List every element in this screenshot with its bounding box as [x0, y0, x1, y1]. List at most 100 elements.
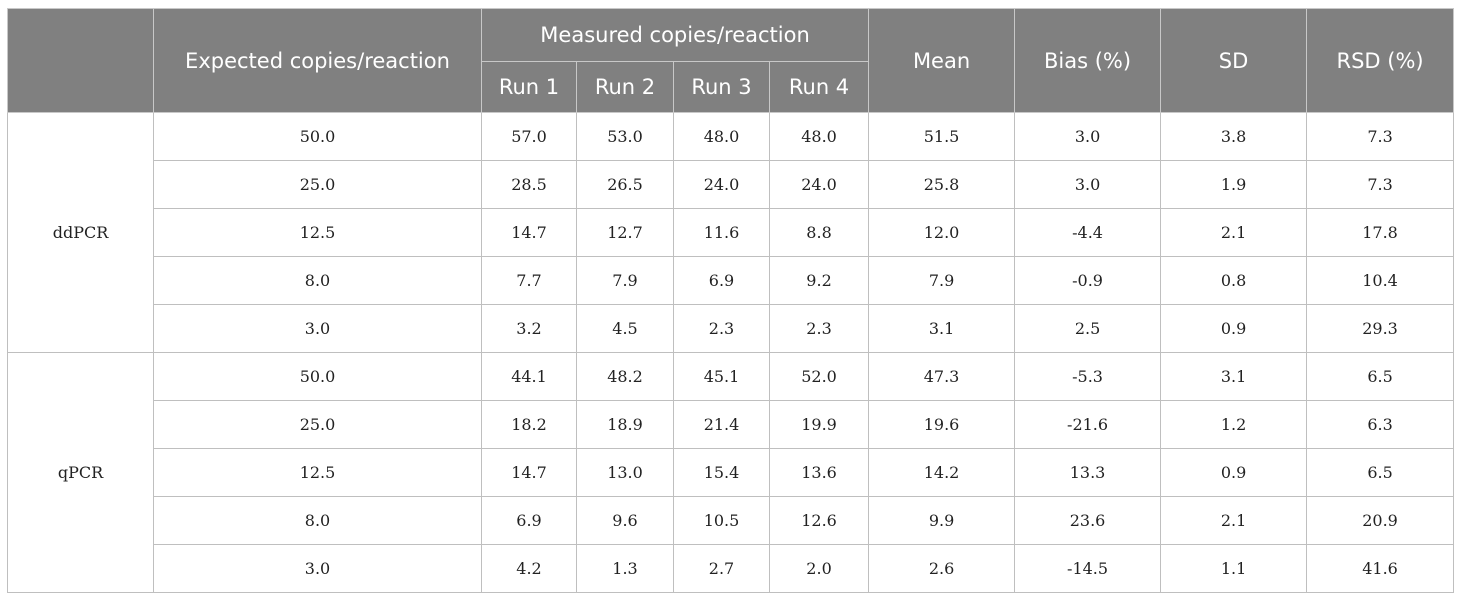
run-4-value: 12.6: [768, 496, 870, 545]
mean-value: 12.0: [868, 208, 1016, 257]
bias-value: -0.9: [1014, 256, 1162, 305]
sd-value: 3.1: [1160, 352, 1308, 401]
run-3-value: 21.4: [673, 400, 770, 449]
mean-value: 9.9: [868, 496, 1016, 545]
bias-value: -14.5: [1014, 544, 1162, 593]
sd-value: 2.1: [1160, 208, 1308, 257]
run-4-value: 48.0: [768, 112, 870, 161]
table-row: 25.0 28.5 26.5 24.0 24.0 25.8 3.0 1.9 7.3: [8, 160, 1455, 209]
run-3-value: 24.0: [673, 160, 770, 209]
bias-value: 2.5: [1014, 304, 1162, 353]
bias-value: 23.6: [1014, 496, 1162, 545]
bias-value: 3.0: [1014, 160, 1162, 209]
method-label: qPCR: [7, 352, 154, 593]
run-1-value: 14.7: [481, 208, 577, 257]
table-row: 25.0 18.2 18.9 21.4 19.9 19.6 -21.6 1.2 6.3: [8, 400, 1455, 449]
run-1-value: 6.9: [481, 496, 577, 545]
header-run-3: Run 3: [673, 61, 770, 113]
table-row: 12.5 14.7 12.7 11.6 8.8 12.0 -4.4 2.1 17.8: [8, 208, 1455, 257]
header-run-2: Run 2: [576, 61, 674, 113]
rsd-value: 20.9: [1306, 496, 1455, 545]
table-header: Expected copies/reaction Measured copies…: [7, 8, 1455, 113]
run-2-value: 26.5: [576, 160, 674, 209]
table-row: 8.0 7.7 7.9 6.9 9.2 7.9 -0.9 0.8 10.4: [8, 256, 1455, 305]
run-4-value: 19.9: [768, 400, 870, 449]
sd-value: 0.9: [1160, 448, 1308, 497]
mean-value: 14.2: [868, 448, 1016, 497]
mean-value: 19.6: [868, 400, 1016, 449]
table-row: 12.5 14.7 13.0 15.4 13.6 14.2 13.3 0.9 6.5: [8, 448, 1455, 497]
rsd-value: 6.5: [1306, 352, 1455, 401]
run-2-value: 7.9: [576, 256, 674, 305]
header-row-runs: Run 1 Run 2 Run 3 Run 4: [8, 61, 1454, 113]
run-2-value: 53.0: [576, 112, 674, 161]
bias-value: -21.6: [1014, 400, 1162, 449]
mean-value: 7.9: [868, 256, 1016, 305]
run-4-value: 9.2: [768, 256, 870, 305]
run-4-value: 52.0: [768, 352, 870, 401]
header-bias: Bias (%): [1014, 8, 1162, 113]
table-row: 8.0 6.9 9.6 10.5 12.6 9.9 23.6 2.1 20.9: [8, 496, 1455, 545]
run-1-value: 14.7: [481, 448, 577, 497]
header-mean: Mean: [868, 8, 1016, 113]
table-row: qPCR 50.0 44.1 48.2 45.1 52.0 47.3 -5.3 3.1 6.5: [7, 352, 1455, 593]
expected-value: 25.0: [153, 160, 482, 209]
sd-value: 0.9: [1160, 304, 1308, 353]
mean-value: 3.1: [868, 304, 1016, 353]
expected-value: 12.5: [153, 448, 482, 497]
expected-value: 50.0: [153, 352, 482, 401]
run-3-value: 11.6: [673, 208, 770, 257]
run-4-value: 2.3: [768, 304, 870, 353]
run-4-value: 2.0: [768, 544, 870, 593]
rsd-value: 10.4: [1306, 256, 1455, 305]
header-run-1: Run 1: [481, 61, 577, 113]
bias-value: -4.4: [1014, 208, 1162, 257]
sd-value: 2.1: [1160, 496, 1308, 545]
sd-value: 0.8: [1160, 256, 1308, 305]
mean-value: 47.3: [868, 352, 1016, 401]
rsd-value: 29.3: [1306, 304, 1455, 353]
run-1-value: 4.2: [481, 544, 577, 593]
header-measured: Measured copies/reaction: [480, 8, 870, 62]
bias-value: -5.3: [1014, 352, 1162, 401]
rsd-value: 7.3: [1306, 160, 1455, 209]
header-sd: SD: [1160, 8, 1308, 113]
run-1-value: 57.0: [481, 112, 577, 161]
mean-value: 2.6: [868, 544, 1016, 593]
run-1-value: 28.5: [481, 160, 577, 209]
run-2-value: 9.6: [576, 496, 674, 545]
rsd-value: 17.8: [1306, 208, 1455, 257]
table-row: 3.0 4.2 1.3 2.7 2.0 2.6 -14.5 1.1 41.6: [8, 544, 1455, 593]
run-2-value: 13.0: [576, 448, 674, 497]
results-table: Expected copies/reaction Measured copies…: [7, 8, 1455, 593]
expected-value: 3.0: [153, 304, 482, 353]
sd-value: 1.1: [1160, 544, 1308, 593]
rsd-value: 7.3: [1306, 112, 1455, 161]
run-4-value: 24.0: [768, 160, 870, 209]
rsd-value: 6.3: [1306, 400, 1455, 449]
run-3-value: 10.5: [673, 496, 770, 545]
run-3-value: 48.0: [673, 112, 770, 161]
mean-value: 51.5: [868, 112, 1016, 161]
expected-value: 8.0: [153, 256, 482, 305]
run-1-value: 18.2: [481, 400, 577, 449]
sd-value: 1.9: [1160, 160, 1308, 209]
run-3-value: 15.4: [673, 448, 770, 497]
run-3-value: 2.3: [673, 304, 770, 353]
expected-value: 8.0: [153, 496, 482, 545]
bias-value: 13.3: [1014, 448, 1162, 497]
run-2-value: 12.7: [576, 208, 674, 257]
rsd-value: 41.6: [1306, 544, 1455, 593]
sd-value: 1.2: [1160, 400, 1308, 449]
expected-value: 12.5: [153, 208, 482, 257]
header-blank: [7, 8, 154, 113]
table-body: ddPCR 50.0 57.0 53.0 48.0 48.0 51.5 3.0 3.8 7.3 25…: [7, 112, 1455, 593]
run-2-value: 1.3: [576, 544, 674, 593]
table-row: ddPCR 50.0 57.0 53.0 48.0 48.0 51.5 3.0 3.8 7.3: [7, 112, 1455, 353]
header-row-top: Expected copies/reaction Measured copies…: [7, 8, 1455, 113]
run-2-value: 48.2: [576, 352, 674, 401]
header-expected: Expected copies/reaction: [153, 8, 482, 113]
bias-value: 3.0: [1014, 112, 1162, 161]
run-1-value: 3.2: [481, 304, 577, 353]
expected-value: 3.0: [153, 544, 482, 593]
